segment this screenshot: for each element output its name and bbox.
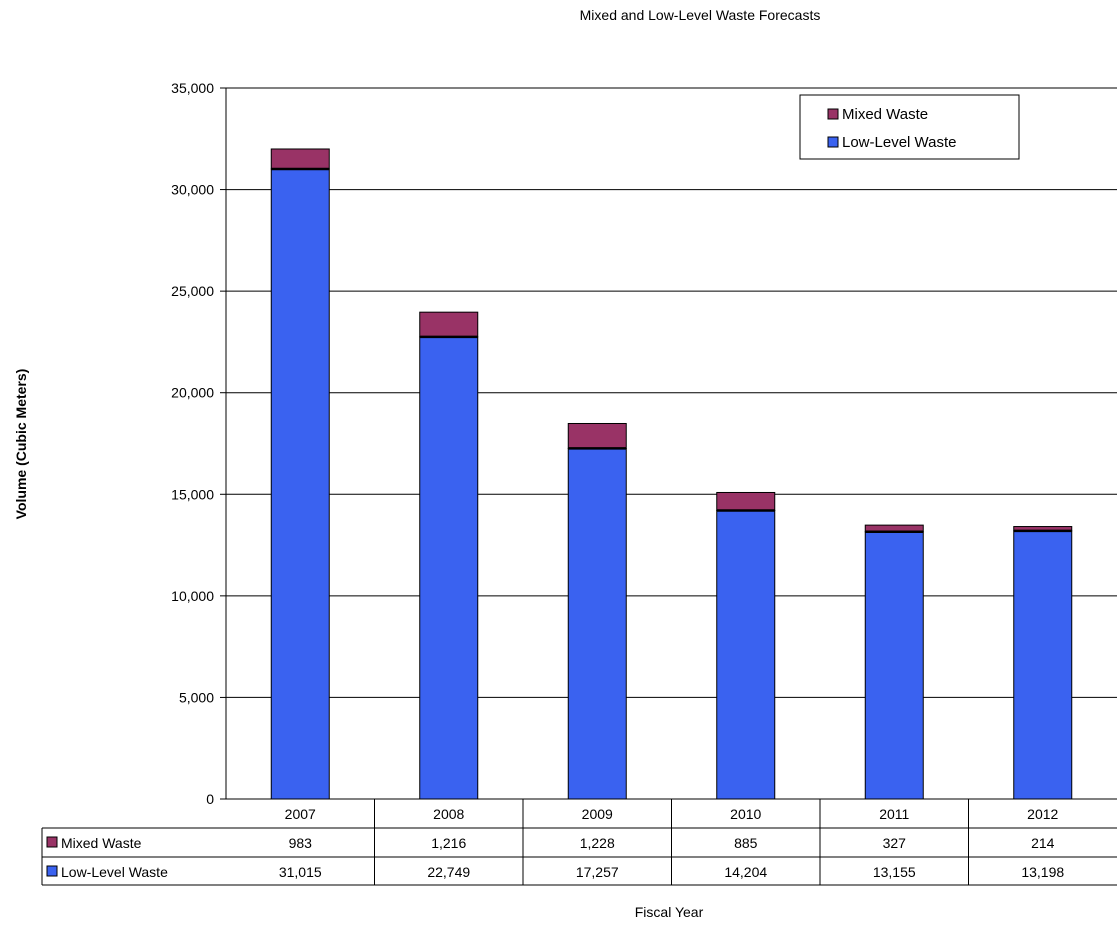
bar-mixed-waste	[716, 491, 776, 511]
y-tick-label: 10,000	[171, 588, 214, 604]
bar-low-level-waste	[567, 447, 627, 800]
table-cell: 885	[734, 835, 758, 851]
table-cell: 1,228	[580, 835, 615, 851]
legend-label: Mixed Waste	[842, 106, 928, 123]
bar-low-level-waste	[864, 531, 924, 800]
table-cell: 31,015	[279, 864, 322, 880]
legend-box	[799, 94, 1020, 160]
legend: Mixed Waste Low-Level Waste	[799, 94, 1020, 160]
x-tick-label: 2008	[433, 806, 464, 822]
x-axis-label: Fiscal Year	[635, 904, 704, 920]
table-cell: 983	[289, 835, 313, 851]
table-row-label: Low-Level Waste	[61, 864, 168, 880]
gridlines	[226, 87, 1117, 698]
y-tick-label: 5,000	[179, 689, 214, 705]
table-legend-key	[46, 865, 58, 877]
y-tick-label: 30,000	[171, 182, 214, 198]
table-cell: 13,155	[873, 864, 916, 880]
x-tick-label: 2011	[879, 806, 909, 822]
bar-mixed-waste	[567, 422, 627, 449]
table-cell: 22,749	[427, 864, 470, 880]
x-tick-label: 2012	[1027, 806, 1058, 822]
x-tick-label: 2010	[730, 806, 761, 822]
legend-swatch	[827, 136, 839, 148]
y-tick-label: 15,000	[171, 486, 214, 502]
table-cell: 14,204	[724, 864, 767, 880]
bar-mixed-waste	[270, 148, 330, 170]
bar-layer	[270, 148, 1073, 800]
table-cell: 13,198	[1021, 864, 1064, 880]
bar-low-level-waste	[716, 509, 776, 800]
table-cell: 17,257	[576, 864, 619, 880]
legend-swatch	[827, 108, 839, 120]
x-tick-label: 2009	[582, 806, 613, 822]
chart-title: Mixed and Low-Level Waste Forecasts	[580, 7, 821, 23]
y-tick-label: 35,000	[171, 80, 214, 96]
bar-low-level-waste	[419, 336, 479, 800]
y-tick-label: 20,000	[171, 385, 214, 401]
data-table: 2007 2008 2009 2010 2011 2012 Mixed Waste 983 1,…	[41, 799, 1117, 886]
bar-low-level-waste	[270, 168, 330, 800]
legend-label: Low-Level Waste	[842, 134, 957, 151]
y-tick-label: 0	[206, 791, 214, 807]
bar-low-level-waste	[1013, 530, 1073, 800]
bar-mixed-waste	[419, 311, 479, 338]
table-cell: 327	[883, 835, 907, 851]
y-tick-label: 25,000	[171, 283, 214, 299]
table-row-label: Mixed Waste	[61, 835, 142, 851]
table-cell: 1,216	[431, 835, 466, 851]
table-legend-key	[46, 836, 58, 848]
y-axis-label: Volume (Cubic Meters)	[13, 369, 29, 520]
x-tick-label: 2007	[285, 806, 316, 822]
table-cell: 214	[1031, 835, 1055, 851]
